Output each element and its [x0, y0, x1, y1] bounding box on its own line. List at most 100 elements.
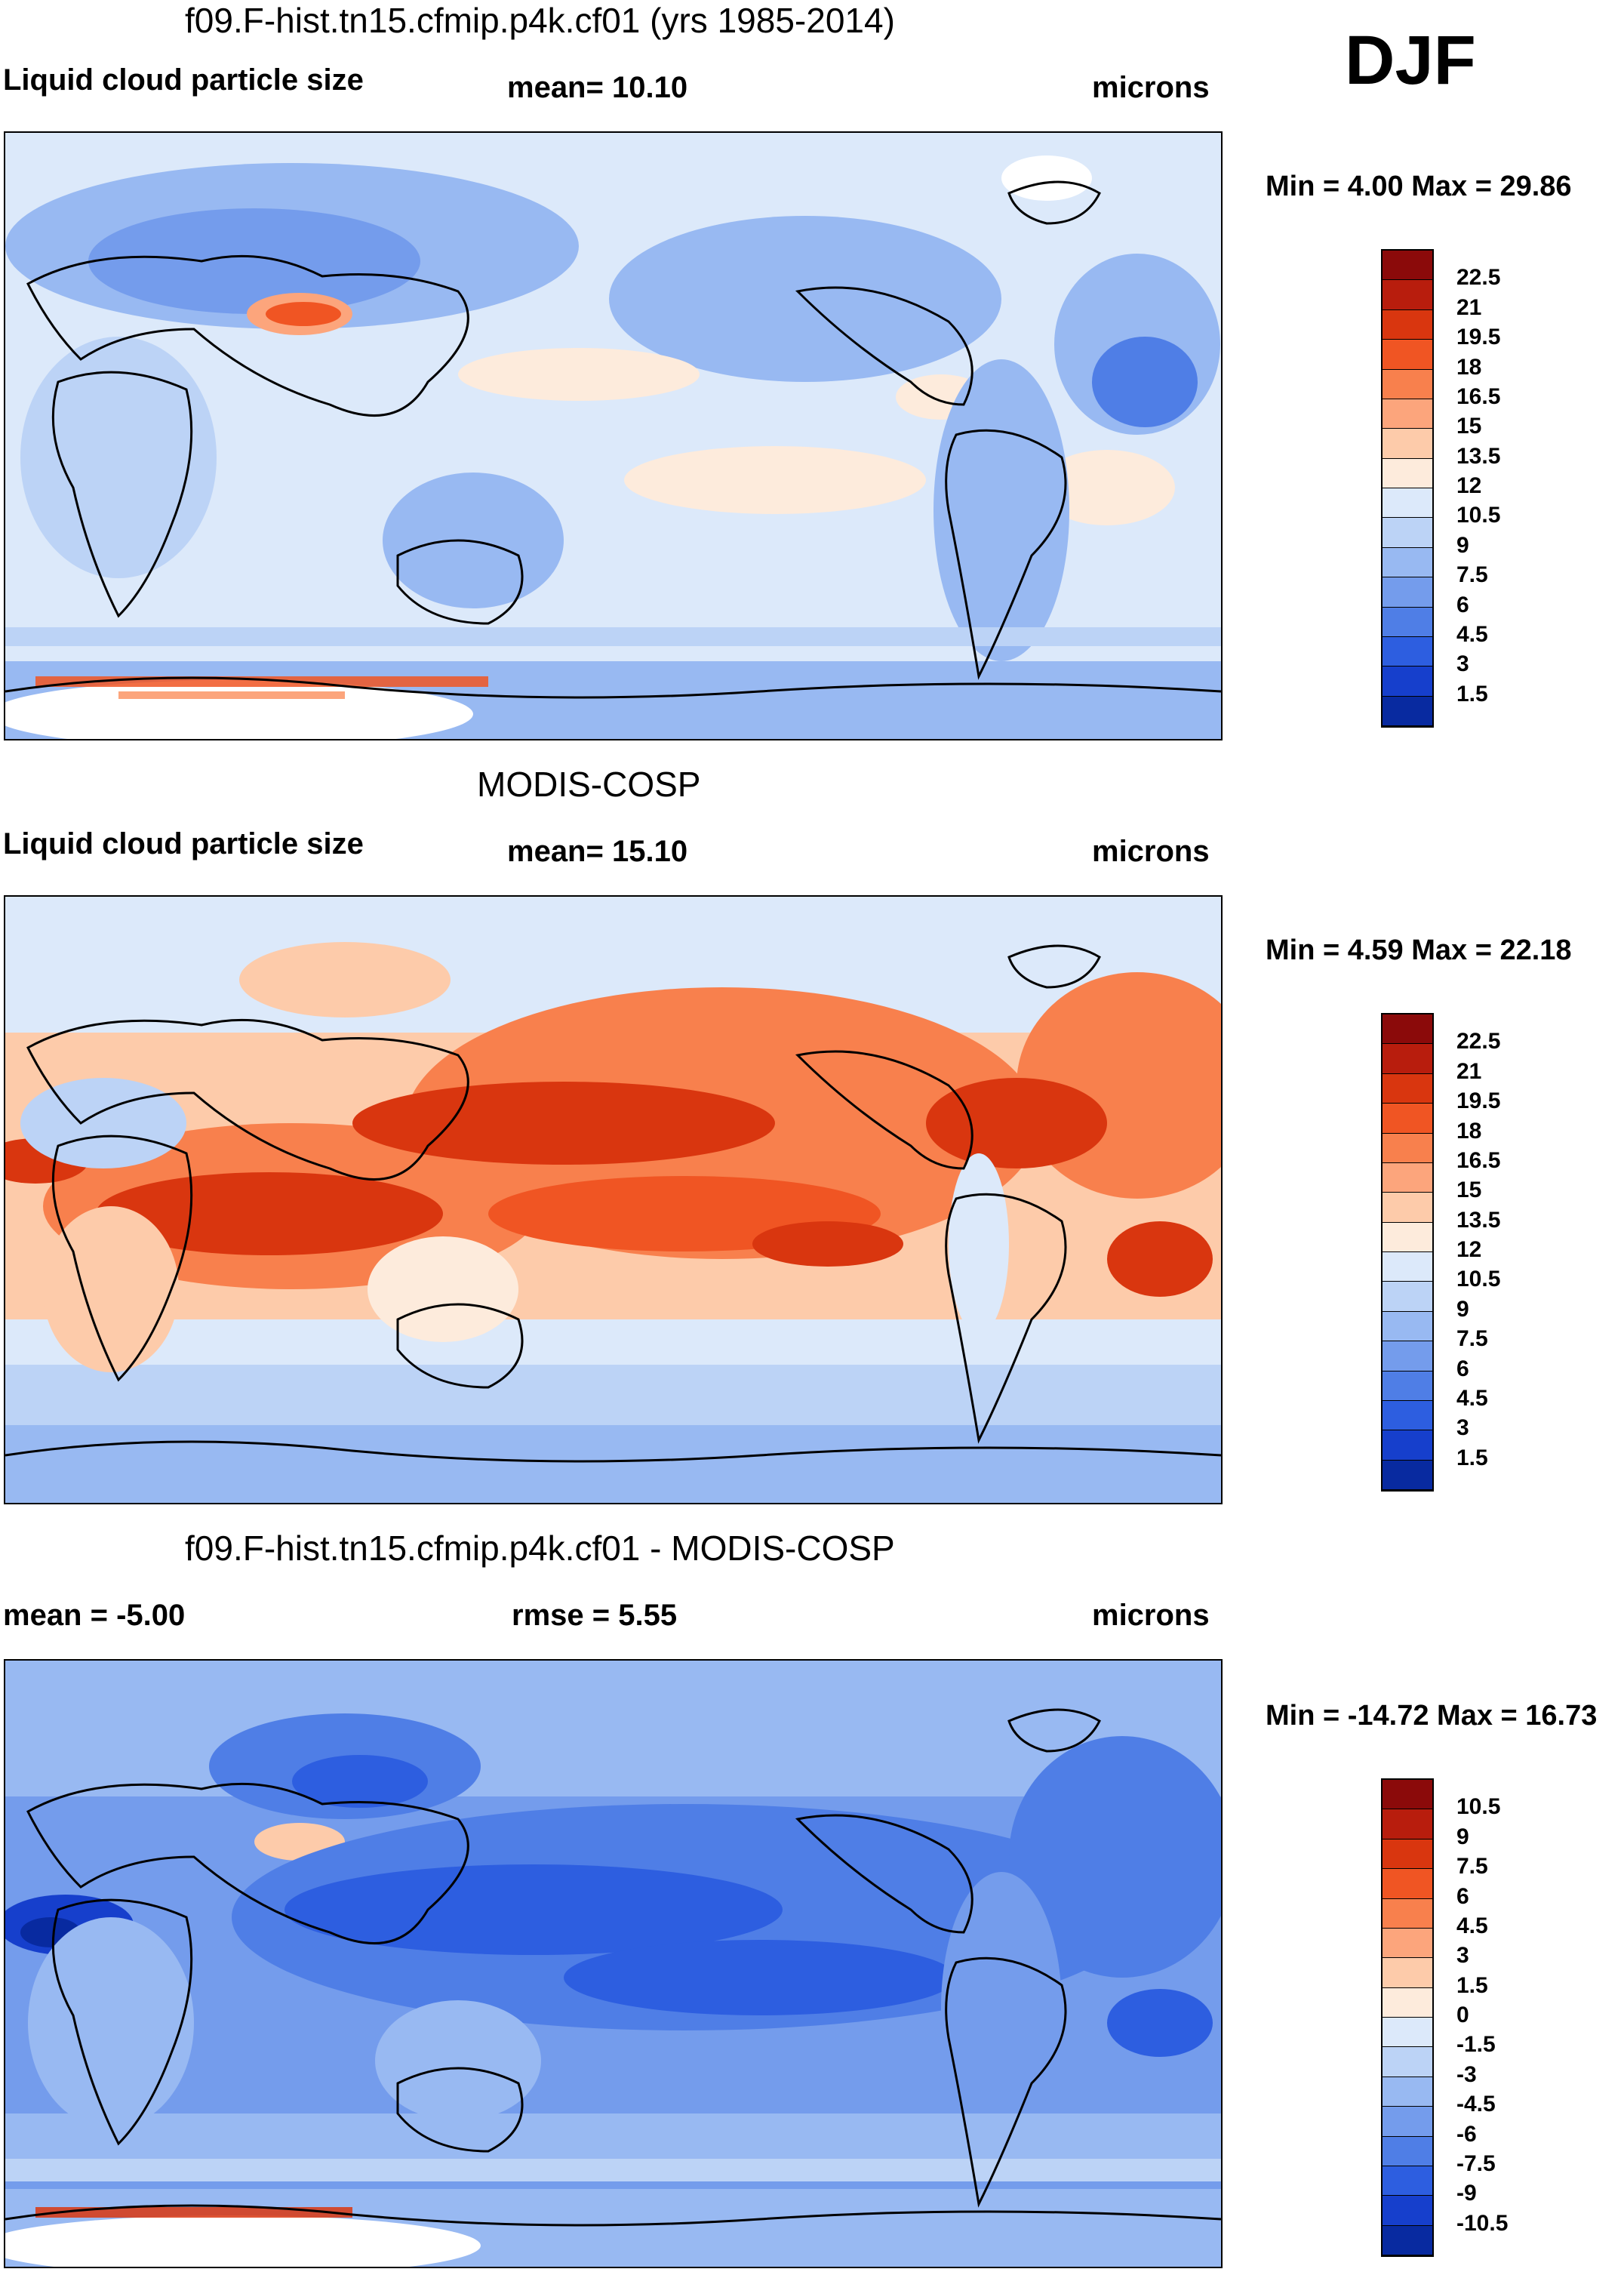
colorbar-tick-label: 3 [1456, 1943, 1469, 1969]
colorbar-tick-label: 16.5 [1456, 1147, 1501, 1173]
colorbar-tick-label: 7.5 [1456, 1854, 1488, 1879]
season-label: DJF [1345, 22, 1476, 99]
colorbar-tick-label: 4.5 [1456, 621, 1488, 647]
colorbar-segment [1383, 1311, 1432, 1342]
colorbar-segment [1383, 1104, 1432, 1134]
colorbar-tick-label: -10.5 [1456, 2210, 1509, 2236]
colorbar-tick-label: 7.5 [1456, 1326, 1488, 1352]
colorbar-segment [1383, 2136, 1432, 2166]
colorbar-tick-label: 4.5 [1456, 1385, 1488, 1411]
colorbar-tick-label: 9 [1456, 1824, 1469, 1849]
colorbar-segment [1383, 547, 1432, 578]
colorbar-segment [1383, 309, 1432, 340]
colorbar-segment [1383, 607, 1432, 637]
colorbar-tick-label: -9 [1456, 2181, 1477, 2206]
colorbar-segment [1383, 1162, 1432, 1193]
panel-2-field [5, 897, 1221, 1503]
colorbar-segment [1383, 1400, 1432, 1431]
colorbar-segment [1383, 2018, 1432, 2048]
colorbar-tick-label: 15 [1456, 414, 1482, 439]
colorbar-tick-label: 10.5 [1456, 1267, 1501, 1292]
colorbar-segment [1383, 1222, 1432, 1252]
panel-1-units-label: microns [1092, 71, 1210, 104]
colorbar-segment [1383, 1133, 1432, 1163]
colorbar-tick-label: -3 [1456, 2061, 1477, 2087]
panel-3-field [5, 1661, 1221, 2267]
colorbar-segment [1383, 280, 1432, 310]
panel-2-minmax: Min = 4.59 Max = 22.18 [1266, 934, 1572, 966]
colorbar-segment [1383, 1282, 1432, 1312]
colorbar-segment [1383, 2077, 1432, 2107]
colorbar-tick-label: 9 [1456, 1296, 1469, 1322]
colorbar-segment [1383, 1898, 1432, 1929]
panel-3-rmse-label: rmse = 5.55 [512, 1599, 678, 1632]
colorbar-segment [1383, 369, 1432, 399]
panel-3-map [4, 1659, 1223, 2268]
colorbar-tick-label: 21 [1456, 294, 1482, 320]
colorbar-segment [1383, 1014, 1432, 1045]
colorbar-tick-label: 19.5 [1456, 325, 1501, 350]
colorbar-segment [1383, 1958, 1432, 1988]
panel-1-title: f09.F-hist.tn15.cfmip.p4k.cf01 (yrs 1985… [185, 1, 895, 40]
colorbar-tick-label: 6 [1456, 1883, 1469, 1909]
colorbar-tick-label: 3 [1456, 1415, 1469, 1441]
colorbar-tick-label: 1.5 [1456, 1445, 1488, 1470]
panel-2-map [4, 895, 1223, 1504]
colorbar-segment [1383, 1780, 1432, 1810]
colorbar-segment [1383, 1341, 1432, 1372]
panel-2-variable-label: Liquid cloud particle size [3, 827, 364, 860]
colorbar-segment [1383, 577, 1432, 608]
colorbar-segment [1383, 1460, 1432, 1490]
colorbar-segment [1383, 429, 1432, 459]
colorbar-segment [1383, 1193, 1432, 1223]
panel-1-field [5, 133, 1221, 739]
colorbar-segment [1383, 1371, 1432, 1401]
colorbar-tick-label: 1.5 [1456, 1972, 1488, 1998]
colorbar-tick-label: 12 [1456, 1237, 1482, 1262]
panel-1-minmax: Min = 4.00 Max = 29.86 [1266, 171, 1572, 202]
panel-3-minmax: Min = -14.72 Max = 16.73 [1266, 1700, 1598, 1732]
colorbar-segment [1383, 1987, 1432, 2018]
colorbar-tick-label: 12 [1456, 473, 1482, 498]
colorbar-segment [1383, 696, 1432, 726]
colorbar-segment [1383, 2225, 1432, 2255]
colorbar-tick-label: 16.5 [1456, 383, 1501, 409]
panel-2-title: MODIS-COSP [477, 765, 701, 804]
colorbar-tick-label: 3 [1456, 651, 1469, 677]
colorbar-tick-label: 7.5 [1456, 562, 1488, 588]
colorbar-segment [1383, 1252, 1432, 1282]
colorbar-tick-label: 0 [1456, 2003, 1469, 2027]
colorbar-segment [1383, 1430, 1432, 1461]
colorbar-segment [1383, 1809, 1432, 1839]
panel-1-map [4, 131, 1223, 740]
colorbar-segment [1383, 636, 1432, 667]
colorbar-segment [1383, 1869, 1432, 1899]
colorbar-tick-label: 10.5 [1456, 503, 1501, 528]
colorbar-segment [1383, 667, 1432, 697]
panel-3-units-label: microns [1092, 1599, 1210, 1632]
colorbar-tick-label: 15 [1456, 1178, 1482, 1203]
colorbar-segment [1383, 488, 1432, 519]
colorbar-segment [1383, 399, 1432, 429]
colorbar-tick-label: 21 [1456, 1058, 1482, 1084]
colorbar-tick-label: -7.5 [1456, 2150, 1496, 2176]
panel-2-units-label: microns [1092, 835, 1210, 868]
colorbar-segment [1383, 1839, 1432, 1870]
colorbar-segment [1383, 2047, 1432, 2077]
colorbar-tick-label: 9 [1456, 532, 1469, 558]
colorbar-segment [1383, 1928, 1432, 1959]
colorbar-tick-label: 19.5 [1456, 1088, 1501, 1114]
colorbar-segment [1383, 2107, 1432, 2137]
panel-2-mean-label: mean= 15.10 [507, 835, 688, 868]
colorbar-tick-label: -4.5 [1456, 2092, 1496, 2117]
panel-3-colorbar [1381, 1778, 1434, 2257]
colorbar-tick-label: 13.5 [1456, 1207, 1501, 1233]
colorbar-tick-label: 22.5 [1456, 1029, 1501, 1054]
colorbar-tick-label: 22.5 [1456, 265, 1501, 291]
colorbar-tick-label: 10.5 [1456, 1794, 1501, 1820]
colorbar-tick-label: 6 [1456, 592, 1469, 617]
colorbar-tick-label: 4.5 [1456, 1913, 1488, 1938]
colorbar-segment [1383, 2166, 1432, 2197]
colorbar-tick-label: -6 [1456, 2121, 1477, 2147]
panel-3-title: f09.F-hist.tn15.cfmip.p4k.cf01 - MODIS-C… [185, 1529, 895, 1568]
